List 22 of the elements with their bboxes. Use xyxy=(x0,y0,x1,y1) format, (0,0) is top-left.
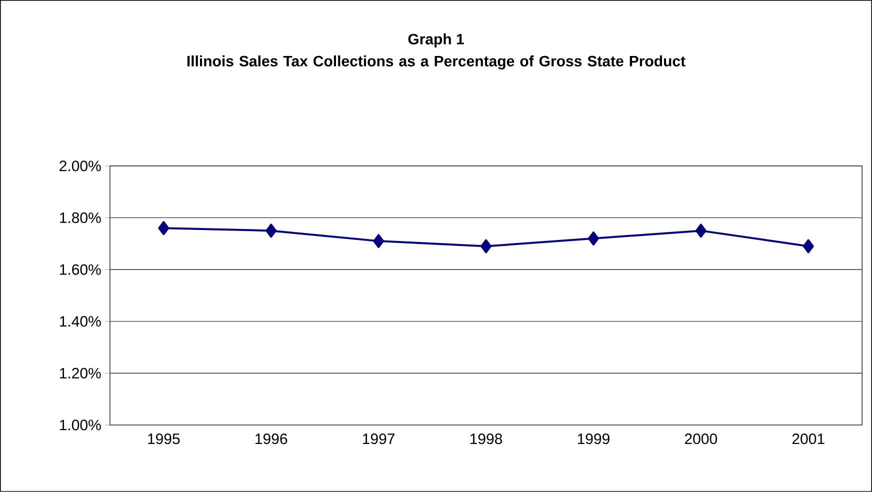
y-tick-label: 1.20% xyxy=(60,368,101,379)
y-tick-label: 1.00% xyxy=(60,420,101,430)
point xyxy=(588,232,599,246)
point xyxy=(480,239,492,254)
y-tick-label: 1.60% xyxy=(60,264,101,275)
x-tick-label: 1996 xyxy=(256,434,288,444)
x-tick-label: 1995 xyxy=(148,434,180,444)
point xyxy=(695,224,706,238)
y-tick-label: 2.00% xyxy=(60,160,101,172)
point xyxy=(158,221,170,236)
y-tick-label: 1.40% xyxy=(60,316,101,327)
y-tick-label: 1.80% xyxy=(60,212,101,224)
x-tick-label: 1998 xyxy=(470,434,502,444)
x-tick-label: 2000 xyxy=(684,434,718,444)
point xyxy=(802,239,814,254)
point xyxy=(266,224,277,238)
point xyxy=(373,234,384,248)
chart-subtitle: Illinois Sales Tax Collections as a Percentage of Gross State Product xyxy=(187,55,686,70)
x-tick-label: 1997 xyxy=(363,434,394,444)
x-tick-label: 2001 xyxy=(792,434,824,444)
chart-title: Graph 1 xyxy=(408,33,464,48)
x-tick-label: 1999 xyxy=(578,434,610,444)
